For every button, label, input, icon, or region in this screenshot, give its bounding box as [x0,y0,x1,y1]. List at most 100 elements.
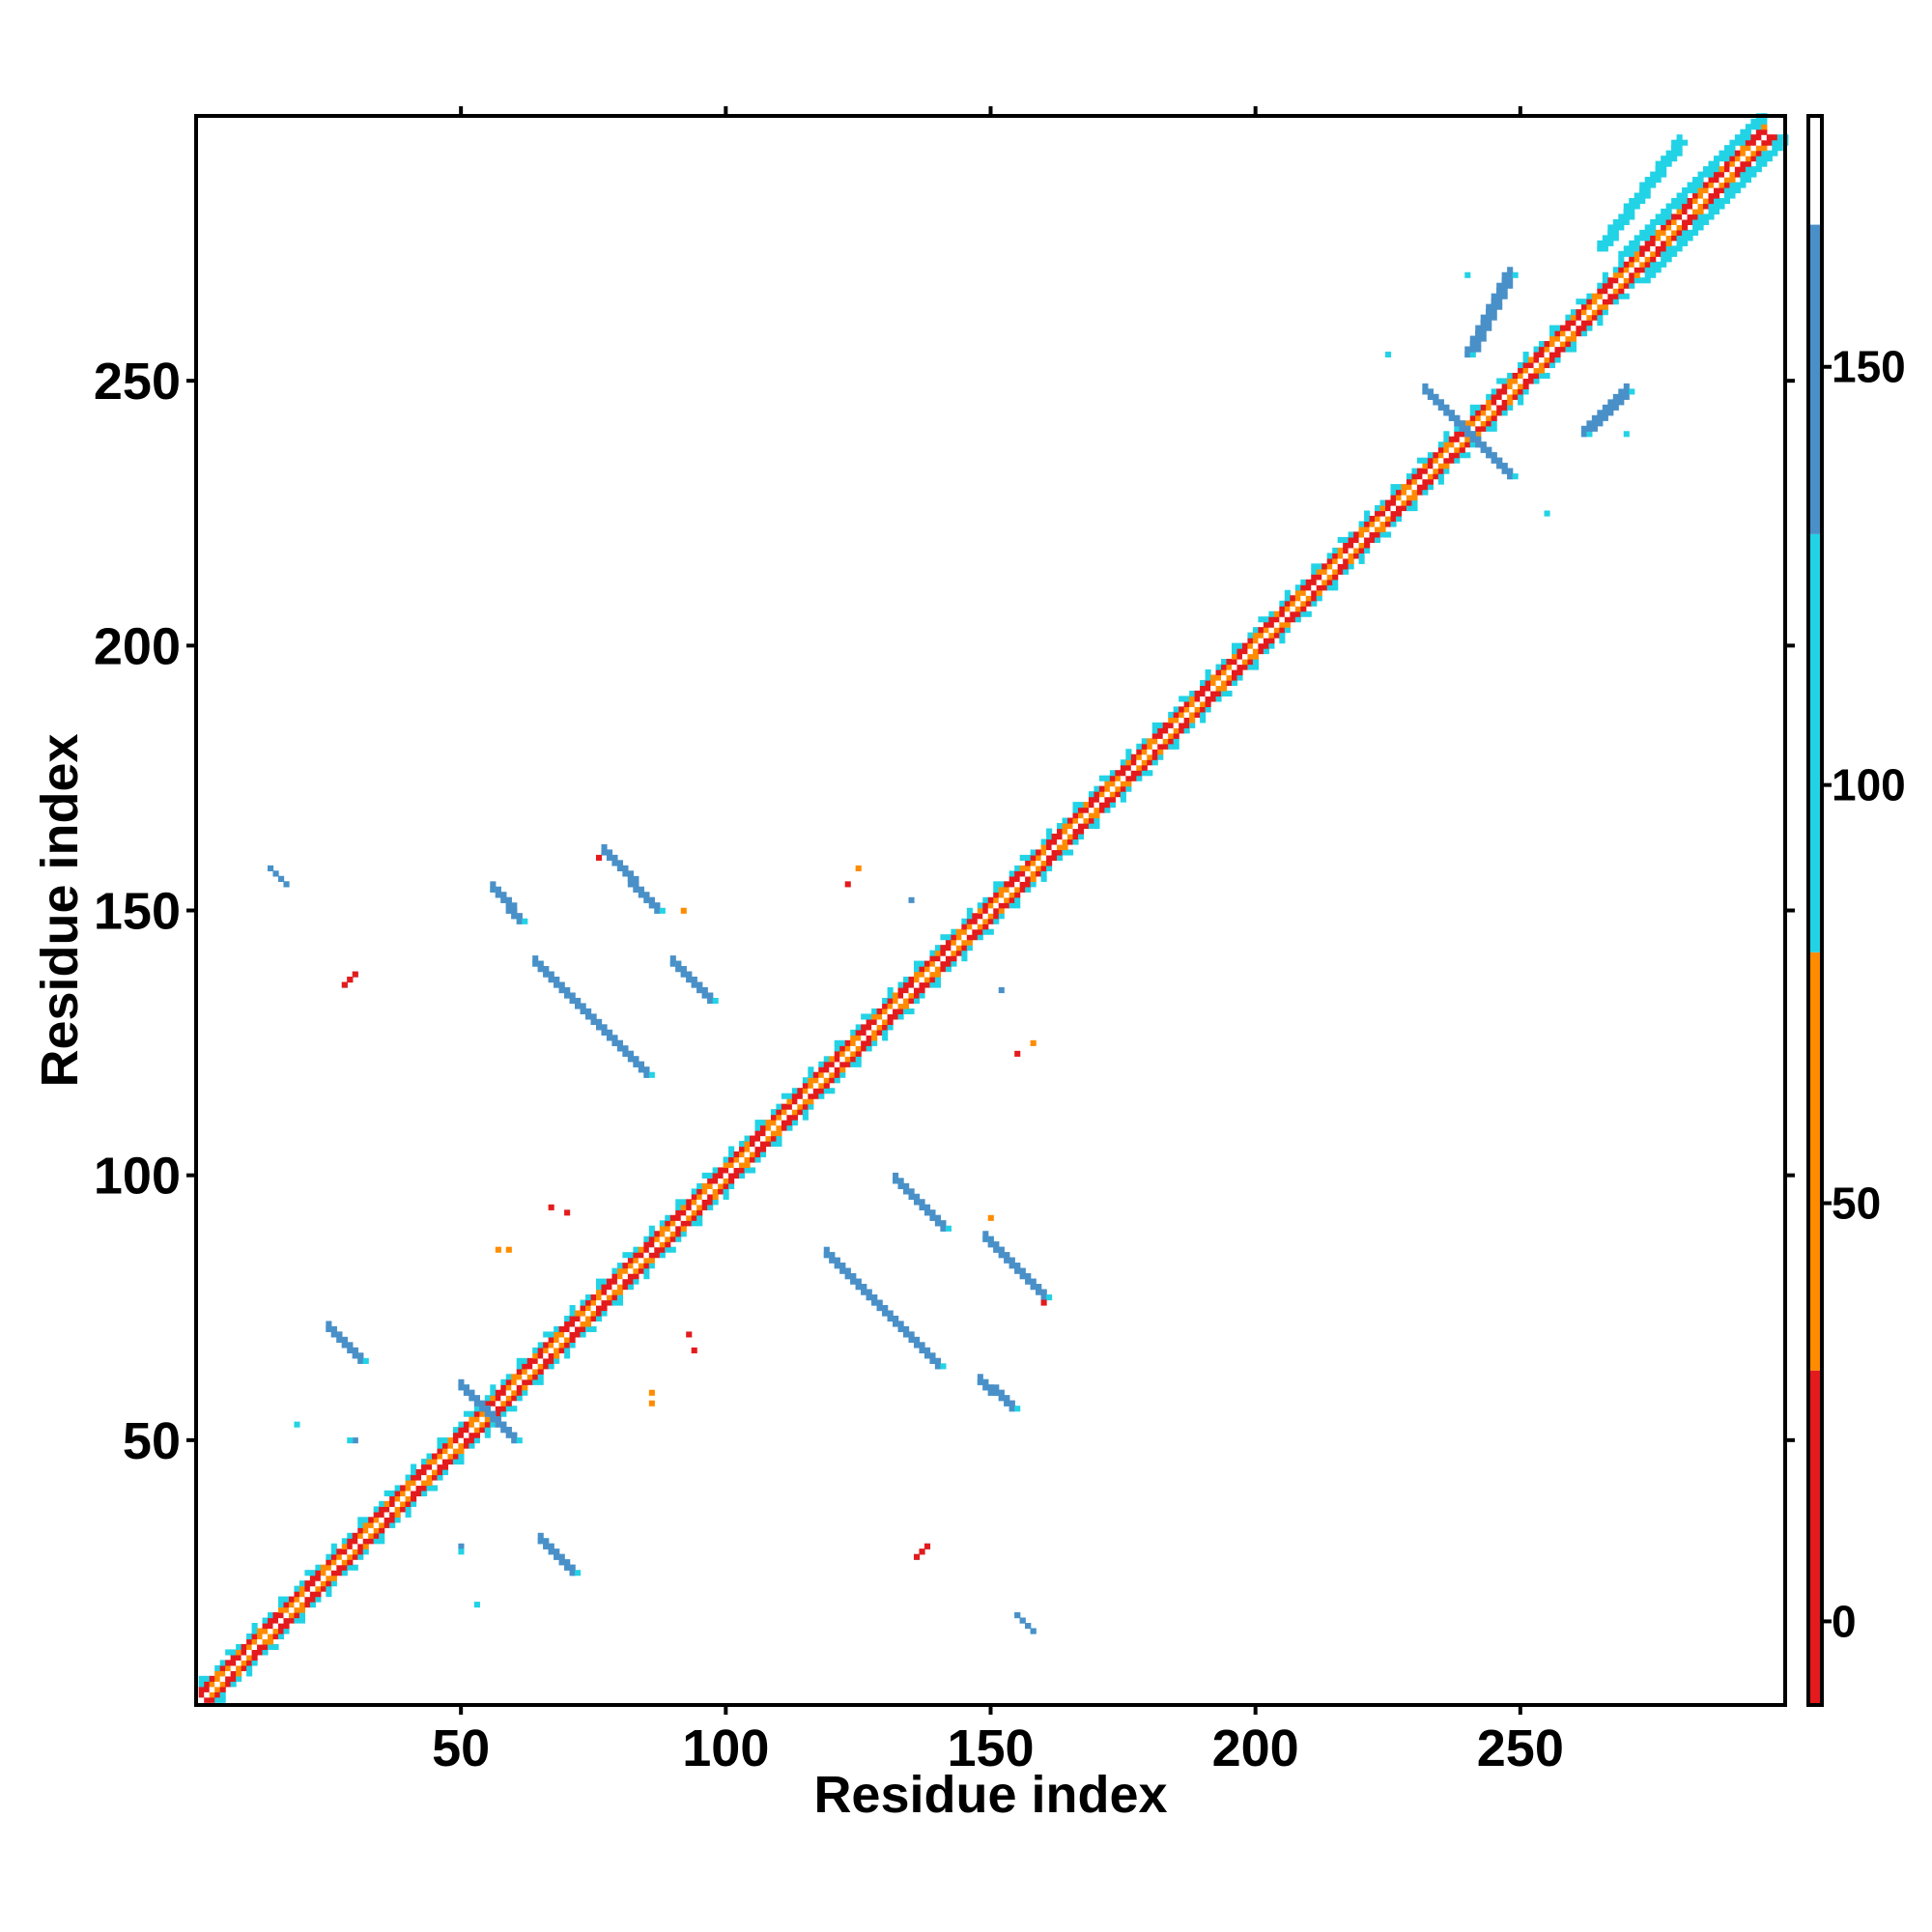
heatmap-cell [1655,213,1662,220]
heatmap-cell [558,981,565,988]
heatmap-cell [209,1675,215,1682]
heatmap-cell [643,896,650,903]
heatmap-cell [411,1474,417,1481]
heatmap-cell [1650,245,1657,252]
heatmap-cell [1469,414,1476,421]
heatmap-cell [1602,282,1608,289]
heatmap-cell [1104,785,1111,792]
heatmap-cell [1406,473,1413,480]
heatmap-cell [1433,473,1439,480]
heatmap-cell [1305,611,1312,617]
heatmap-cell [458,1459,465,1465]
heatmap-cell [421,1459,428,1465]
heatmap-cell [850,1273,857,1280]
heatmap-cell [1416,473,1423,480]
heatmap-cell [1729,160,1736,167]
heatmap-cell [929,1209,936,1216]
heatmap-cell [812,1082,819,1089]
heatmap-cell [432,1485,439,1492]
heatmap-cell [923,981,931,988]
heatmap-cell [1634,245,1640,252]
heatmap-cell [1109,770,1116,777]
heatmap-cell [341,1342,348,1349]
heatmap-cell [1597,282,1604,289]
heatmap-cell [1661,261,1667,268]
heatmap-cell [633,1273,639,1280]
heatmap-cell [611,1299,618,1306]
heatmap-cell [839,1045,846,1052]
heatmap-cell [1343,563,1350,570]
heatmap-cell [1294,616,1301,623]
heatmap-cell [1655,267,1662,273]
heatmap-cell [511,907,518,914]
heatmap-cell [808,1088,814,1094]
heatmap-cell [554,1342,560,1349]
heatmap-cell [400,1500,407,1507]
heatmap-cell [1009,870,1015,877]
heatmap-cell [262,1628,269,1634]
heatmap-cell [1183,717,1190,724]
heatmap-cell [1772,150,1778,156]
heatmap-cell [876,1299,883,1306]
heatmap-cell [236,1664,242,1671]
heatmap-cell [1629,197,1635,205]
heatmap-cell [1586,420,1593,427]
heatmap-cell [1046,838,1053,845]
heatmap-cell [1205,696,1211,702]
heatmap-cell [633,1278,639,1285]
heatmap-cell [1040,849,1047,856]
heatmap-cell [1719,156,1725,162]
heatmap-cell [987,1384,994,1391]
heatmap-cell [669,960,676,967]
heatmap-cell [1634,250,1640,257]
heatmap-cell [1661,256,1667,263]
heatmap-cell [739,1161,746,1169]
heatmap-cell [315,1564,322,1571]
heatmap-cell [1676,229,1683,236]
heatmap-cell [1395,510,1403,517]
heatmap-cell [1464,346,1471,353]
heatmap-cell [1305,600,1312,607]
heatmap-cell [1205,690,1211,697]
heatmap-cell [882,1305,889,1312]
heatmap-cell [257,1638,264,1645]
heatmap-cell [1221,664,1228,670]
heatmap-cell [1501,388,1508,395]
heatmap-cell [341,1553,348,1560]
heatmap-cell [818,1061,825,1067]
heatmap-cell [1062,833,1068,840]
heatmap-cell [961,918,968,924]
heatmap-cell [1390,521,1397,527]
heatmap-cell [1501,399,1508,406]
heatmap-cell [590,1305,597,1312]
heatmap-cell [903,981,910,988]
heatmap-cell [357,1548,364,1555]
heatmap-cell [1416,468,1423,474]
heatmap-cell [341,1564,348,1571]
heatmap-cell [665,1225,671,1232]
heatmap-cell [1241,659,1249,666]
heatmap-cell [707,997,714,1005]
heatmap-cell [1273,627,1280,634]
heatmap-cell [437,1442,443,1449]
heatmap-cell [961,928,968,935]
heatmap-cell [638,886,644,893]
heatmap-cell [1332,574,1339,581]
heatmap-cell [1469,341,1476,348]
heatmap-cell [564,1347,571,1353]
heatmap-cell [1501,463,1508,469]
heatmap-cell [1427,468,1434,474]
heatmap-cell [505,1389,512,1396]
heatmap-cell [718,1172,724,1179]
heatmap-cell [633,1267,639,1274]
heatmap-cell [373,1527,380,1534]
heatmap-cell [1136,753,1143,760]
heatmap-cell [379,1532,385,1539]
heatmap-cell [1676,145,1683,152]
heatmap-cell [1607,240,1614,246]
heatmap-cell [1703,203,1710,210]
heatmap-cell [786,1114,793,1121]
heatmap-cell [1644,271,1651,278]
heatmap-cell [272,870,279,877]
heatmap-cell [277,1612,285,1619]
